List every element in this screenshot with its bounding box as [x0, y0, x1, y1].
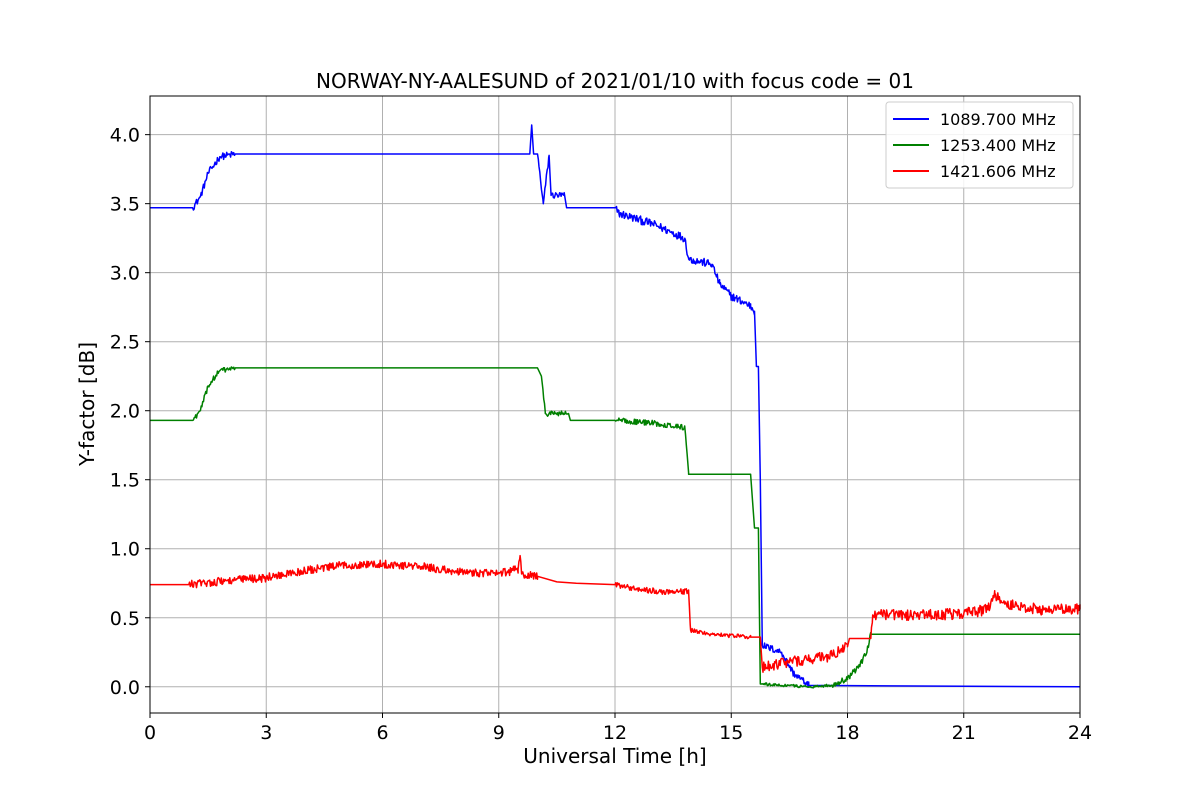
- legend-box: [885, 101, 1074, 189]
- x-tick-label: 24: [1068, 722, 1092, 744]
- y-tick-label: 1.0: [110, 539, 140, 561]
- x-tick-label: 15: [719, 722, 743, 744]
- legend-label-2: 1253.400 MHz: [940, 136, 1056, 155]
- plot-lines: [150, 124, 1081, 689]
- y-tick-label: 4.0: [110, 125, 140, 147]
- y-tick-label: 0.5: [110, 608, 140, 630]
- x-tick-label: 9: [493, 722, 505, 744]
- axis-ticks: 0 3 6 9 12 15 18 21 24 0.0 0.5 1.0 1.5 2.0 2.5 3.0 3.5 4.…: [110, 125, 1092, 744]
- legend-label-3: 1421.606 MHz: [940, 162, 1056, 181]
- y-tick-label: 3.0: [110, 263, 140, 285]
- x-tick-label: 12: [603, 722, 627, 744]
- y-tick-label: 1.5: [110, 470, 140, 492]
- legend-label-1: 1089.700 MHz: [940, 110, 1056, 129]
- chart-title: NORWAY-NY-AALESUND of 2021/01/10 with fo…: [316, 69, 914, 93]
- y-tick-label: 2.5: [110, 332, 140, 354]
- y-tick-label: 3.5: [110, 194, 140, 216]
- x-tick-label: 3: [260, 722, 272, 744]
- x-tick-label: 21: [952, 722, 976, 744]
- series-line-2: [150, 366, 1080, 689]
- x-tick-label: 6: [376, 722, 388, 744]
- y-tick-label: 2.0: [110, 401, 140, 423]
- x-tick-label: 0: [144, 722, 156, 744]
- y-axis-label: Y-factor [dB]: [75, 342, 99, 467]
- y-tick-label: 0.0: [110, 677, 140, 699]
- series-line-3: [150, 554, 1081, 673]
- x-tick-label: 18: [835, 722, 859, 744]
- x-axis-label: Universal Time [h]: [523, 744, 706, 768]
- legend: 1089.700 MHz 1253.400 MHz 1421.606 MHz: [885, 101, 1074, 189]
- series-line-1: [150, 124, 1081, 688]
